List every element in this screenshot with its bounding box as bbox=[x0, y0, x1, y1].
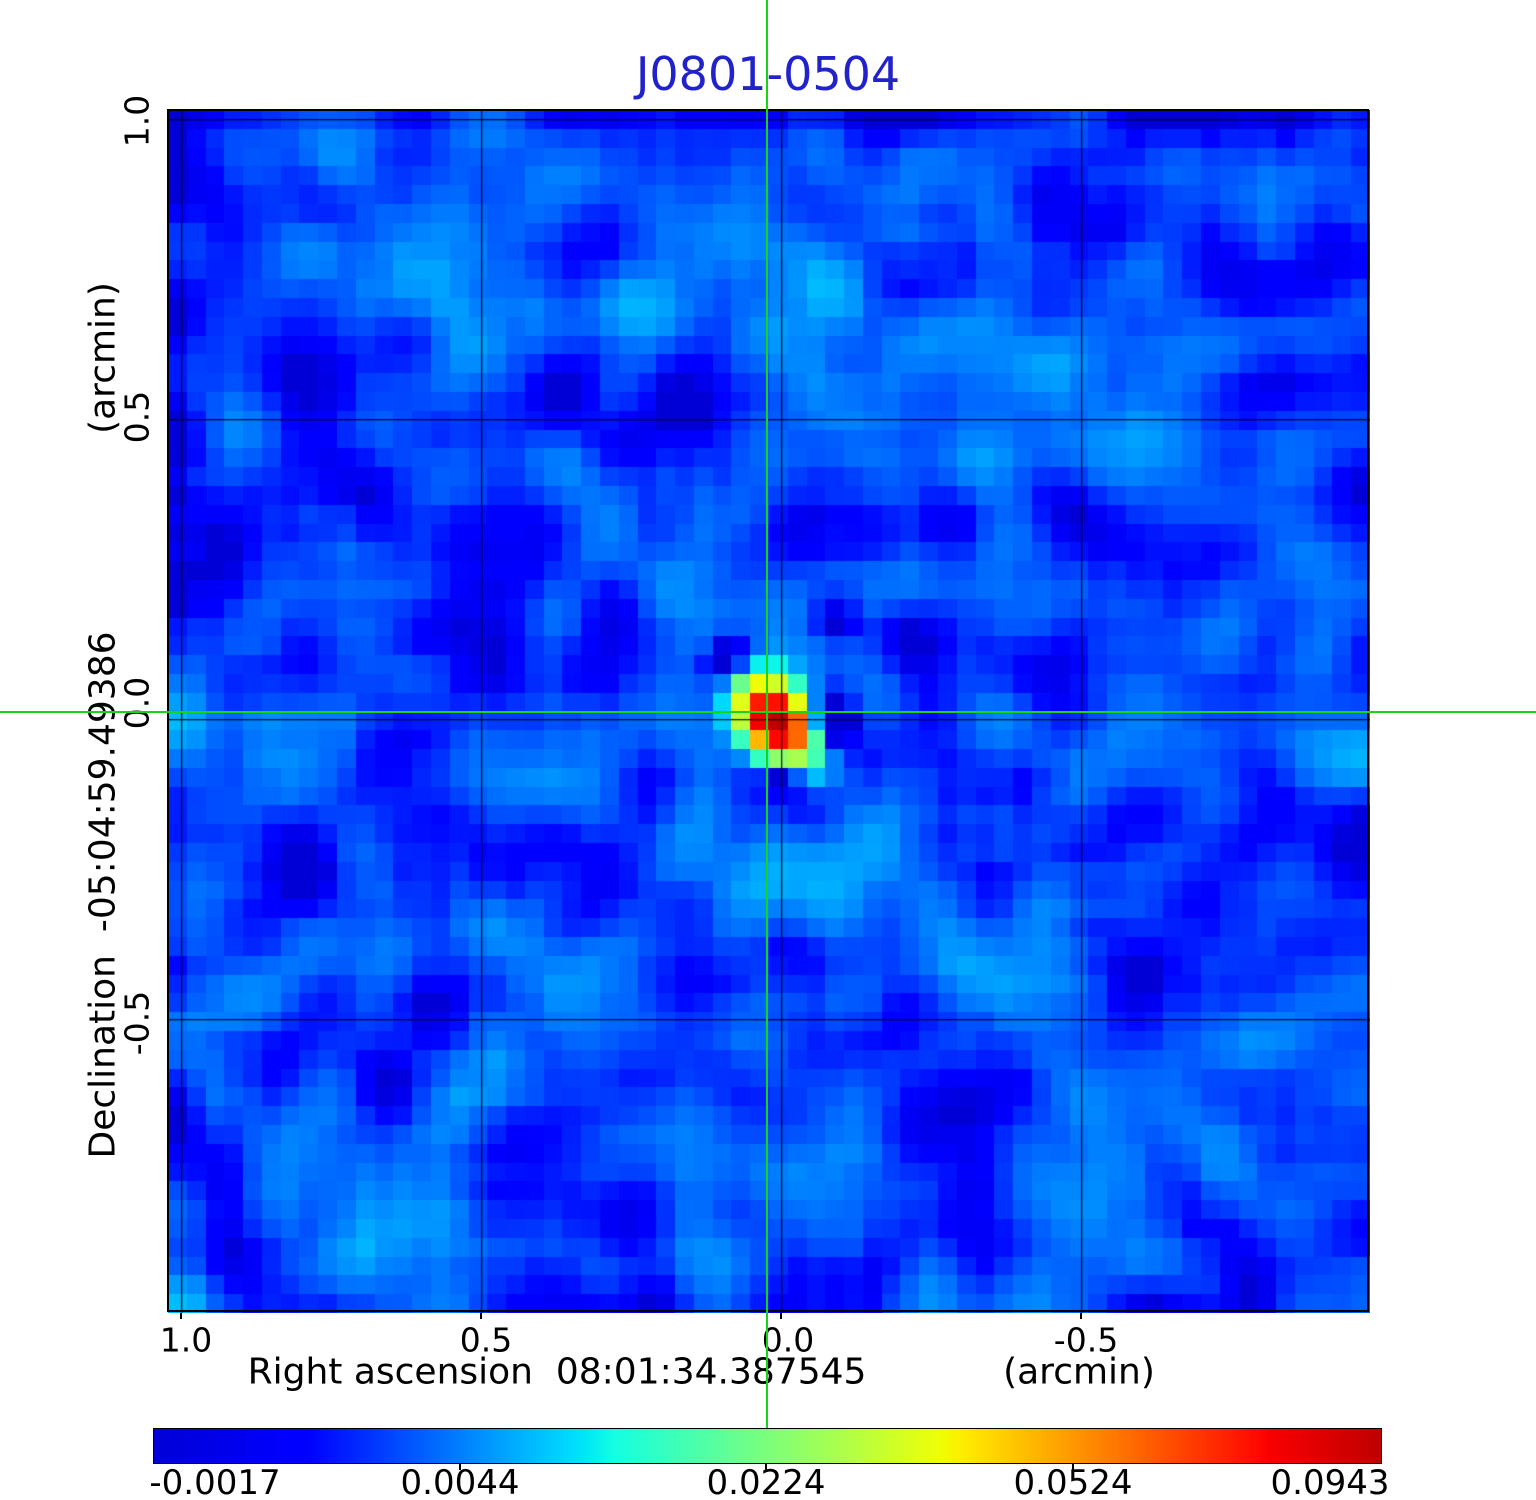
x-axis-tick bbox=[480, 1313, 482, 1319]
x-axis-tick bbox=[180, 1313, 182, 1319]
colorbar-tick-label: 0.0044 bbox=[400, 1463, 520, 1500]
colorbar bbox=[153, 1428, 1382, 1464]
crosshair-vertical-line bbox=[766, 0, 769, 1428]
colorbar-tick-label: 0.0943 bbox=[1270, 1463, 1390, 1500]
y-tick-label: -0.5 bbox=[117, 990, 157, 1056]
x-tick-label: 1.0 bbox=[159, 1320, 213, 1360]
colorbar-tick bbox=[1072, 1463, 1074, 1470]
x-axis-unit-label: (arcmin) bbox=[1003, 1351, 1155, 1393]
colorbar-canvas bbox=[154, 1429, 1381, 1463]
colorbar-tick-label: -0.0017 bbox=[149, 1463, 281, 1500]
x-tick-label: -0.5 bbox=[1053, 1320, 1119, 1360]
colorbar-tick-label: 0.0524 bbox=[1013, 1463, 1133, 1500]
x-tick-label: 0.5 bbox=[459, 1320, 513, 1360]
colorbar-tick bbox=[459, 1463, 461, 1470]
y-tick-label: 0.0 bbox=[117, 676, 157, 730]
x-axis-tick bbox=[1080, 1313, 1082, 1319]
y-tick-label: 0.5 bbox=[117, 390, 157, 444]
x-tick-label: 0.0 bbox=[761, 1320, 815, 1360]
x-axis-tick bbox=[780, 1313, 782, 1319]
y-tick-label: 1.0 bbox=[117, 94, 157, 148]
colorbar-tick bbox=[765, 1463, 767, 1470]
colorbar-tick-label: 0.0224 bbox=[706, 1463, 826, 1500]
x-axis-title: Right ascension 08:01:34.387545 bbox=[247, 1351, 867, 1393]
